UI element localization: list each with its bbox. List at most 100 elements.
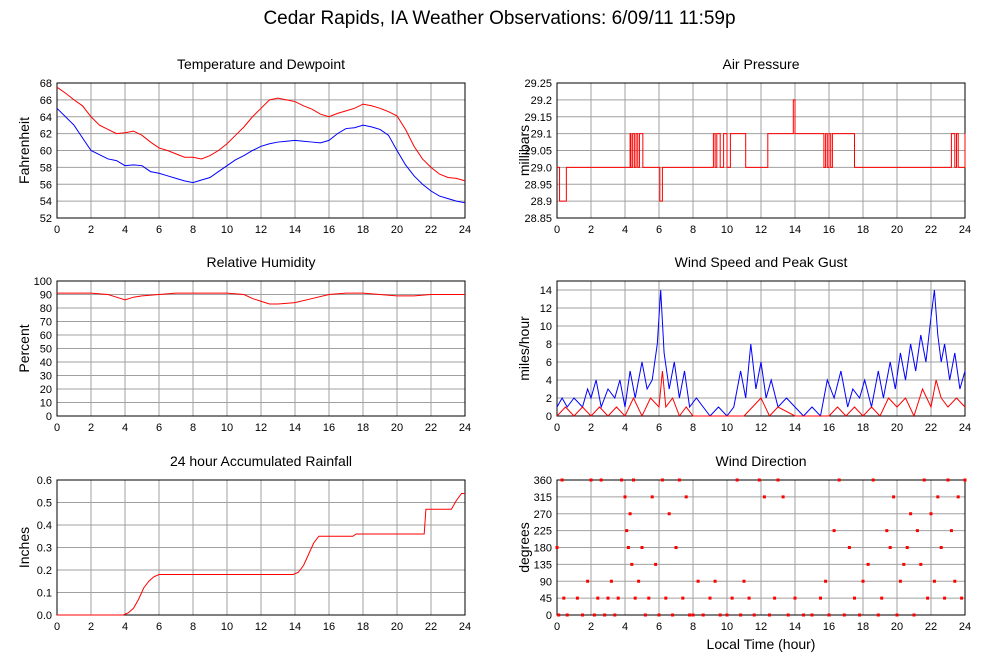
scatter-point	[853, 596, 856, 600]
scatter-point	[960, 596, 964, 600]
x-tick-label: 16	[823, 621, 835, 633]
x-tick-label: 14	[289, 621, 301, 633]
scatter-point	[905, 546, 909, 549]
x-tick-label: 0	[54, 422, 60, 434]
scatter-point	[637, 579, 641, 583]
chart-title: Air Pressure	[722, 56, 799, 72]
scatter-point	[909, 512, 913, 516]
y-tick-label: 0.3	[37, 543, 52, 555]
y-tick-label: 0.6	[37, 475, 52, 487]
y-tick-label: 29.25	[524, 78, 552, 90]
x-tick-label: 16	[323, 621, 335, 633]
x-tick-label: 12	[255, 621, 267, 633]
scatter-point	[739, 613, 743, 617]
y-axis-label: miles/hour	[516, 316, 532, 381]
y-tick-label: 0	[546, 411, 552, 423]
scatter-point	[589, 478, 593, 482]
y-tick-label: 225	[534, 526, 552, 538]
x-tick-label: 20	[391, 224, 403, 236]
x-tick-label: 16	[823, 422, 835, 434]
y-tick-label: 0.2	[37, 565, 52, 577]
plot-frame	[56, 479, 466, 616]
y-tick-label: 30	[40, 371, 52, 383]
x-tick-label: 6	[656, 224, 662, 236]
x-tick-label: 0	[554, 224, 560, 236]
scatter-point	[922, 478, 926, 482]
x-tick-label: 20	[391, 621, 403, 633]
y-tick-label: 90	[40, 290, 52, 302]
scatter-point	[919, 562, 923, 566]
scatter-point	[776, 478, 780, 482]
x-tick-label: 6	[156, 621, 162, 633]
scatter-point	[735, 478, 739, 482]
y-tick-label: 29.2	[531, 95, 552, 107]
y-tick-label: 40	[40, 357, 52, 369]
scatter-point	[837, 478, 841, 482]
scatter-point	[885, 529, 889, 533]
scatter-point	[674, 546, 678, 549]
x-tick-label: 14	[289, 224, 301, 236]
scatter-point	[810, 613, 814, 617]
scatter-point	[832, 529, 836, 533]
y-tick-label: 0	[546, 610, 552, 622]
x-tick-label: 10	[221, 621, 233, 633]
x-tick-label: 0	[554, 422, 560, 434]
scatter-point	[861, 579, 865, 583]
y-axis-label: Fahrenheit	[16, 117, 32, 184]
x-tick-label: 14	[789, 621, 801, 633]
x-tick-label: 0	[54, 224, 60, 236]
scatter-point	[946, 478, 950, 482]
x-tick-label: 16	[823, 224, 835, 236]
scatter-point	[718, 613, 722, 617]
y-tick-label: 6	[546, 357, 552, 369]
scatter-point	[630, 562, 634, 566]
y-tick-label: 12	[540, 303, 552, 315]
scatter-point	[650, 495, 654, 499]
x-tick-label: 4	[122, 621, 128, 633]
y-axis-label: Percent	[16, 324, 32, 372]
y-tick-label: 135	[534, 559, 552, 571]
x-tick-label: 12	[255, 224, 267, 236]
y-tick-label: 360	[534, 475, 552, 487]
y-tick-label: 28.95	[524, 179, 552, 191]
scatter-point	[949, 529, 953, 533]
scatter-point	[606, 596, 610, 600]
scatter-point	[664, 596, 668, 600]
x-tick-label: 8	[690, 422, 696, 434]
x-tick-label: 16	[323, 224, 335, 236]
scatter-point	[876, 613, 880, 617]
scatter-point	[586, 579, 590, 583]
y-tick-label: 14	[540, 285, 552, 297]
x-tick-label: 14	[789, 422, 801, 434]
scatter-point	[575, 596, 579, 600]
scatter-point	[609, 579, 613, 583]
plot-frame	[56, 82, 466, 219]
scatter-point	[660, 478, 664, 482]
x-tick-label: 6	[656, 422, 662, 434]
scatter-point	[819, 596, 822, 600]
x-tick-label: 24	[459, 621, 471, 633]
x-tick-label: 4	[122, 224, 128, 236]
scatter-point	[671, 613, 675, 617]
scatter-point	[768, 613, 771, 617]
x-tick-label: 2	[88, 224, 94, 236]
x-tick-label: 10	[721, 422, 733, 434]
scatter-point	[623, 495, 627, 499]
y-tick-label: 80	[40, 303, 52, 315]
y-tick-label: 315	[534, 492, 552, 504]
scatter-point	[677, 478, 681, 482]
x-tick-label: 8	[190, 621, 196, 633]
scatter-point	[912, 613, 916, 617]
series-line-0	[556, 289, 966, 418]
scatter-point	[895, 613, 899, 617]
series-line-0	[57, 493, 465, 616]
y-tick-label: 66	[40, 95, 52, 107]
scatter-point	[742, 579, 746, 583]
x-tick-label: 18	[857, 621, 869, 633]
chart-title: Wind Speed and Peak Gust	[675, 254, 848, 270]
y-tick-label: 29.15	[524, 112, 552, 124]
y-tick-label: 10	[40, 398, 52, 410]
x-tick-label: 0	[54, 621, 60, 633]
